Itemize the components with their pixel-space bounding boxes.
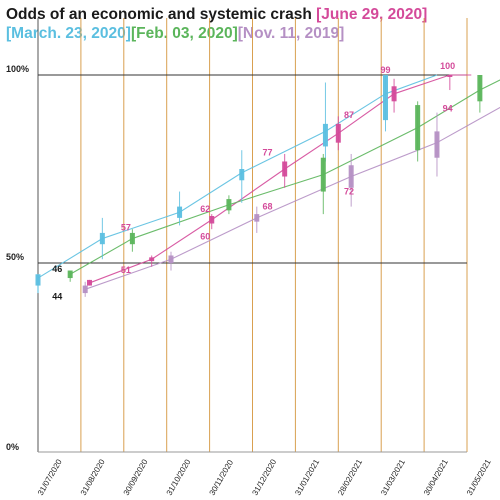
candle-body: [177, 206, 183, 218]
value-annotation: 87: [344, 110, 354, 120]
y-tick-label: 100%: [6, 64, 29, 74]
candle-body: [254, 214, 260, 222]
value-annotation: 57: [121, 223, 131, 233]
x-tick-label: 30/04/2021: [422, 457, 450, 497]
value-annotation: 68: [263, 201, 273, 211]
trend-line-series-2: [89, 74, 472, 284]
candle-body: [282, 161, 288, 177]
candle-body: [348, 165, 354, 188]
candle-body: [239, 169, 245, 181]
value-annotation: 100: [440, 61, 455, 71]
x-tick-label: 31/01/2021: [293, 457, 321, 497]
chart-title: Odds of an economic and systemic crash […: [6, 6, 427, 24]
chart-subtitle: [March. 23, 2020][Feb. 03, 2020][Nov. 11…: [6, 25, 344, 43]
annotations-layer: 464457516260776887729910094100100: [52, 61, 455, 302]
x-tick-label: 31/10/2020: [165, 457, 193, 497]
candle-body: [391, 86, 397, 102]
candle-body: [209, 216, 215, 224]
candles-layer: [35, 75, 483, 297]
x-tick-label: 30/09/2020: [122, 457, 150, 497]
trend-lines-layer: [37, 74, 500, 294]
candle-body: [226, 199, 232, 211]
x-tick-label: 31/07/2020: [36, 457, 64, 497]
value-annotation: 62: [200, 204, 210, 214]
value-annotation: 77: [263, 147, 273, 157]
x-tick-label: 31/03/2021: [379, 457, 407, 497]
candle-body: [86, 279, 92, 286]
x-tick-label: 31/08/2020: [79, 457, 107, 497]
candle-body: [415, 105, 421, 151]
x-tick-label: 31/05/2021: [465, 457, 493, 497]
candle-body: [335, 123, 341, 143]
candle-body: [320, 157, 326, 192]
candle-body: [382, 75, 388, 121]
candle-body: [447, 75, 453, 77]
chart-title-prefix: Odds of an economic and systemic crash: [6, 6, 312, 23]
chart-title-scenario-4: [Nov. 11, 2019]: [237, 25, 345, 42]
x-tick-label: 28/02/2021: [336, 457, 364, 497]
candle-body: [67, 270, 73, 279]
trend-line-series-4: [85, 106, 500, 290]
y-tick-label: 0%: [6, 442, 19, 452]
candle-body: [99, 232, 105, 245]
value-annotation: 72: [344, 186, 354, 196]
y-tick-label: 50%: [6, 252, 24, 262]
candle-body: [82, 285, 88, 294]
value-annotation: 94: [443, 104, 453, 114]
candle-body: [477, 75, 483, 102]
candle-body: [322, 123, 328, 147]
x-tick-label: 30/11/2020: [208, 458, 236, 497]
value-annotation: 44: [52, 292, 62, 302]
candle-body: [168, 255, 174, 263]
x-tick-label: 31/12/2020: [250, 457, 278, 497]
value-annotation: 51: [121, 265, 131, 275]
value-annotation: 60: [200, 231, 210, 241]
chart-title-scenario-1: [June 29, 2020]: [316, 6, 428, 23]
value-annotation: 46: [52, 264, 62, 274]
candle-body: [149, 257, 155, 262]
chart-title-scenario-2: [March. 23, 2020]: [6, 25, 131, 42]
candle-body: [129, 232, 135, 245]
chart-title-scenario-3: [Feb. 03, 2020]: [130, 25, 238, 42]
value-annotation: 99: [380, 65, 390, 75]
grid-layer: [37, 18, 468, 453]
candle-body: [35, 274, 41, 286]
candle-body: [434, 131, 440, 158]
